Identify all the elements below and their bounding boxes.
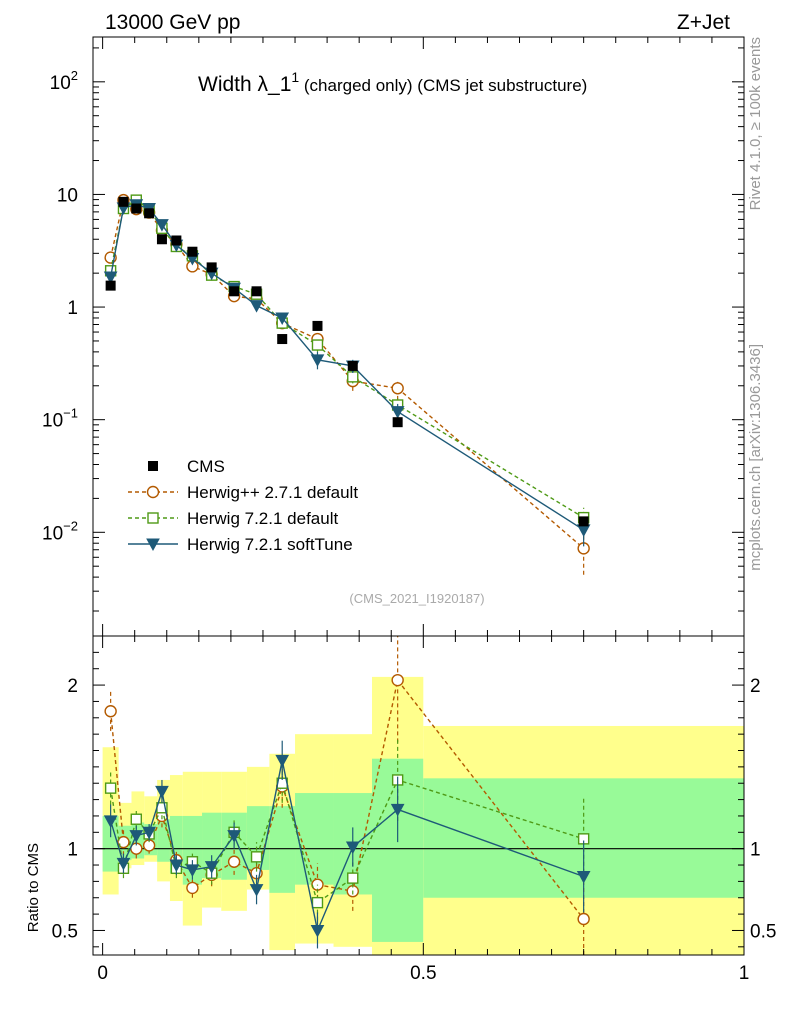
ratio-y-tick-label: 0.5 (52, 921, 78, 942)
ratio-marker-0 (577, 912, 590, 926)
plot-title-main: Width λ_1 (198, 73, 291, 96)
series-marker-1 (311, 339, 324, 351)
cms-data-point (144, 208, 155, 219)
cms-data-point (105, 280, 116, 291)
ratio-marker-2 (169, 859, 184, 873)
inner-uncertainty-band (269, 806, 296, 893)
cms-data-point (118, 196, 129, 207)
inner-uncertainty-band (102, 815, 119, 872)
y-tick-label: 10 (57, 185, 78, 206)
series-marker-2 (275, 312, 290, 326)
ratio-axes: 0.5 0.51 12 20 0.5 1 (52, 635, 776, 984)
ratio-y-tick-label: 2 (67, 676, 78, 697)
ratio-frame (92, 635, 745, 956)
legend-label: Herwig 7.2.1 default (187, 509, 338, 528)
cms-data-point (171, 235, 182, 246)
ratio-marker-2 (155, 785, 169, 799)
ratio-marker-1 (250, 851, 263, 863)
y-tick-label: 102 (50, 68, 78, 94)
process-label: Z+Jet (677, 11, 730, 34)
series-marker-2 (390, 406, 405, 419)
plot-title-superscript: 1 (291, 69, 299, 85)
legend-marker (146, 538, 160, 552)
ratio-marker-2 (310, 924, 325, 938)
series-marker-0 (391, 382, 404, 395)
ratio-marker-2 (103, 815, 118, 828)
y-tick-label: 10−2 (42, 518, 78, 544)
legend-label: CMS (187, 457, 225, 476)
series-line-2 (109, 204, 585, 531)
ratio-marker-0 (391, 673, 404, 687)
cms-data-point (312, 320, 323, 331)
legend: CMS Herwig++ 2.7.1 default Herwig 7.2.1 de… (128, 457, 358, 554)
ratio-marker-1 (347, 872, 359, 884)
energy-label: 13000 GeV pp (105, 11, 240, 34)
cms-data-point (156, 234, 167, 245)
ratio-marker-2 (576, 870, 591, 884)
series-marker-2 (103, 271, 118, 285)
ratio-series-layer (103, 636, 591, 955)
legend-label: Herwig++ 2.7.1 default (187, 483, 358, 502)
cms-data-point (277, 334, 288, 345)
cms-data-point (347, 360, 358, 371)
ratio-marker-1 (311, 896, 324, 909)
plot-title-suffix: (charged only) (CMS jet substructure) (299, 76, 587, 95)
mcplots-source-label: mcplots.cern.ch [arXiv:1306.3436] (747, 344, 764, 571)
cms-data-point (131, 203, 142, 214)
series-marker-2 (249, 300, 264, 313)
ratio-marker-2 (204, 861, 219, 874)
legend-marker (147, 512, 159, 524)
ratio-marker-2 (129, 830, 144, 843)
ratio-marker-0 (104, 705, 117, 718)
ratio-marker-2 (249, 884, 264, 897)
ratio-marker-0 (227, 855, 241, 868)
cms-data-point (187, 246, 198, 257)
ratio-marker-2 (345, 841, 360, 855)
cms-data-point (578, 516, 589, 527)
series-marker-2 (310, 354, 325, 367)
x-tick-label: 0.5 (410, 963, 436, 984)
ratio-uncertainty-bands (93, 676, 744, 955)
ratio-marker-2 (390, 803, 405, 817)
ratio-marker-0 (186, 881, 199, 895)
main-axes: 10−2 10−1 1 10 102 (42, 36, 745, 637)
analysis-tag: (CMS_2021_I1920187) (349, 591, 484, 606)
cms-data-point (206, 262, 217, 273)
ratio-marker-2 (142, 826, 156, 840)
ratio-y-tick-label: 1 (67, 840, 78, 861)
ratio-marker-2 (116, 857, 131, 871)
ratio-marker-2 (185, 864, 200, 877)
ratio-marker-1 (104, 782, 117, 794)
ratio-marker-1 (130, 813, 142, 825)
cms-data-point (229, 286, 240, 297)
series-marker-2 (155, 219, 169, 232)
ratio-marker-2 (227, 830, 241, 843)
cms-data-point (392, 417, 403, 428)
legend-marker-cms (148, 461, 158, 471)
y-tick-label: 10−1 (42, 406, 78, 432)
legend-label: Herwig 7.2.1 softTune (187, 535, 353, 554)
ratio-y-tick-label-right: 1 (750, 840, 761, 861)
ratio-y-tick-label-right: 2 (750, 676, 761, 697)
main-series-layer (103, 193, 591, 575)
ratio-y-tick-label-right: 0.5 (750, 921, 776, 942)
rivet-version-label: Rivet 4.1.0, ≥ 100k events (747, 37, 764, 210)
legend-marker (146, 485, 160, 499)
x-tick-label: 0 (97, 963, 108, 984)
ratio-marker-0 (117, 835, 130, 849)
cms-data-point (251, 286, 262, 297)
series-marker-2 (576, 524, 591, 537)
series-marker-1 (347, 371, 359, 383)
x-tick-label: 1 (739, 963, 750, 984)
plot-title: Width λ_11 (charged only) (CMS jet subst… (198, 69, 587, 96)
ratio-ylabel: Ratio to CMS (25, 843, 42, 932)
y-tick-label: 1 (67, 298, 78, 319)
ratio-marker-2 (275, 754, 290, 768)
